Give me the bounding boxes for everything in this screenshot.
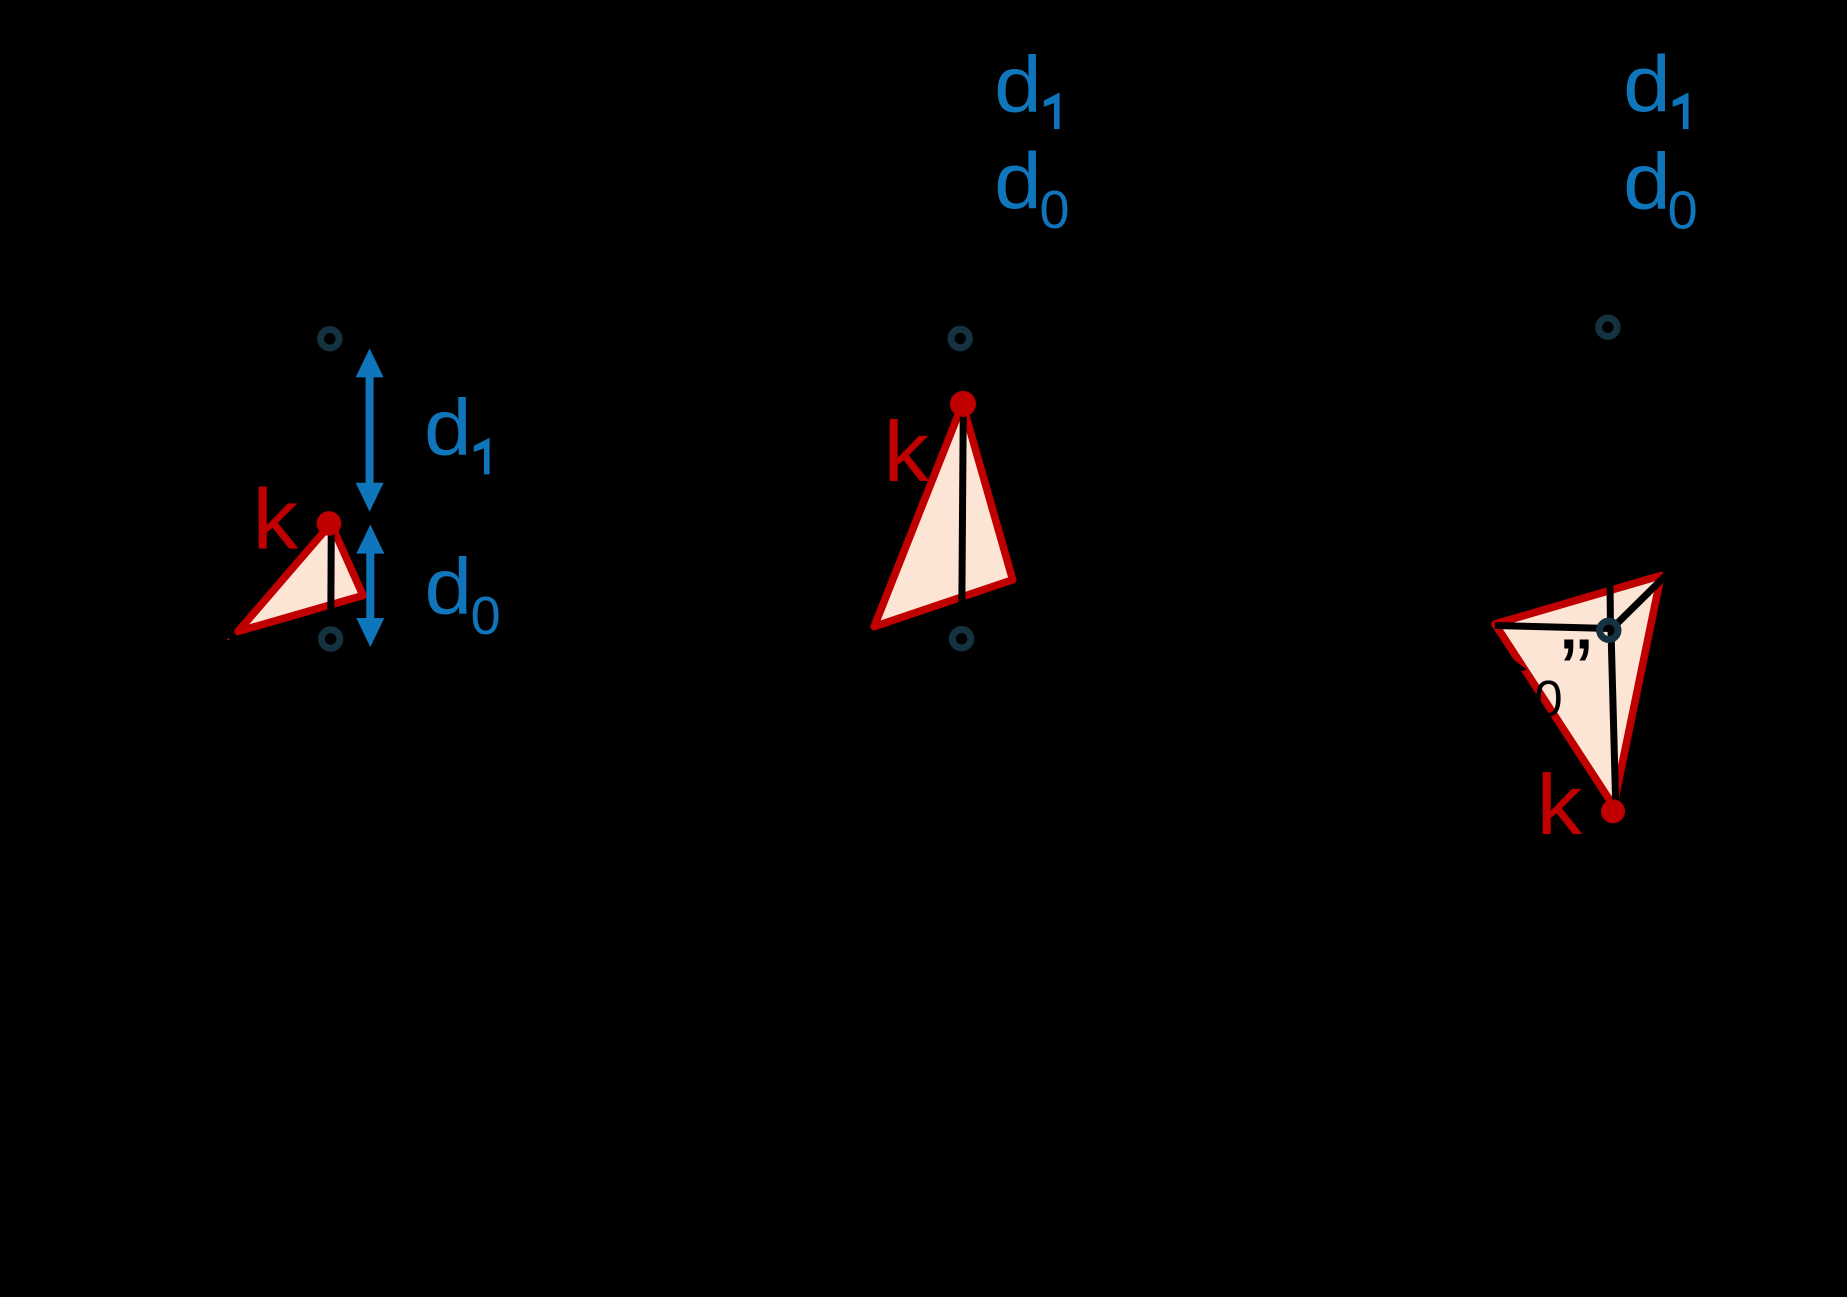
svg-text:0: 0 (1040, 180, 1070, 240)
svg-text:”: ” (1561, 620, 1593, 726)
svg-text:0: 0 (1534, 670, 1562, 727)
svg-text:d: d (994, 137, 1042, 226)
svg-text:0: 0 (1668, 181, 1698, 241)
svg-text:k: k (253, 473, 299, 568)
svg-text:k: k (1537, 758, 1583, 853)
svg-text:0: 0 (471, 586, 501, 646)
svg-text:d: d (994, 40, 1042, 129)
svg-text:d: d (425, 542, 473, 631)
svg-text:d: d (1623, 137, 1671, 226)
svg-text:k: k (884, 405, 930, 500)
svg-text:d: d (1623, 40, 1671, 129)
svg-text:d: d (424, 383, 472, 472)
